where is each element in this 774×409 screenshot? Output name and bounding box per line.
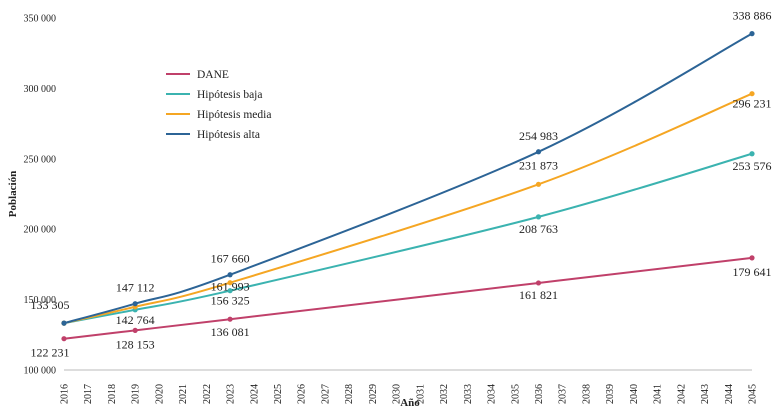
data-point bbox=[749, 91, 755, 97]
data-point bbox=[749, 255, 755, 261]
data-point bbox=[132, 301, 138, 307]
x-tick-label: 2030 bbox=[392, 384, 403, 404]
x-tick-label: 2040 bbox=[629, 384, 640, 404]
x-tick-label: 2022 bbox=[202, 384, 213, 404]
x-tick-label: 2038 bbox=[581, 384, 592, 404]
data-label: 179 641 bbox=[733, 265, 772, 279]
y-tick-label: 300 000 bbox=[24, 84, 57, 95]
x-tick-label: 2035 bbox=[510, 384, 521, 404]
series-line bbox=[63, 32, 753, 325]
x-tick-label: 2036 bbox=[534, 384, 545, 404]
x-tick-label: 2045 bbox=[748, 384, 759, 404]
y-tick-label: 250 000 bbox=[24, 154, 57, 165]
data-point bbox=[227, 288, 233, 294]
y-tick-label: 150 000 bbox=[24, 295, 57, 306]
data-label: 122 231 bbox=[31, 346, 70, 360]
data-label: 254 983 bbox=[519, 129, 558, 143]
x-tick-label: 2031 bbox=[415, 384, 426, 404]
data-point bbox=[227, 316, 233, 322]
x-tick-label: 2016 bbox=[60, 384, 71, 404]
x-tick-label: 2039 bbox=[605, 384, 616, 404]
x-tick-label: 2044 bbox=[724, 384, 735, 404]
data-point bbox=[61, 336, 67, 342]
legend: DANE Hipótesis baja Hipótesis media Hipótes… bbox=[166, 69, 271, 141]
data-label: 208 763 bbox=[519, 222, 558, 236]
x-tick-label: 2043 bbox=[700, 384, 711, 404]
x-tick-label: 2023 bbox=[226, 384, 237, 404]
legend-label: Hipótesis baja bbox=[197, 89, 262, 101]
data-point bbox=[535, 214, 542, 220]
data-labels: 122 231 128 153 136 081 161 821 179 641 133 3… bbox=[31, 9, 772, 360]
series-line bbox=[63, 256, 753, 340]
data-label: 161 821 bbox=[519, 288, 558, 302]
data-label: 128 153 bbox=[116, 337, 155, 351]
data-label: 167 660 bbox=[211, 252, 250, 266]
x-tick-label: 2021 bbox=[178, 384, 189, 404]
data-label: 136 081 bbox=[211, 325, 250, 339]
y-tick-label: 200 000 bbox=[24, 225, 57, 236]
x-tick-label: 2029 bbox=[368, 384, 379, 404]
y-axis-title: Población bbox=[7, 171, 19, 217]
data-label: 142 764 bbox=[116, 313, 155, 327]
data-label: 253 576 bbox=[733, 159, 772, 173]
data-point bbox=[227, 280, 233, 286]
x-tick-label: 2037 bbox=[558, 384, 569, 404]
x-tick-label: 2027 bbox=[320, 384, 331, 404]
y-tick-label: 100 000 bbox=[24, 366, 57, 377]
x-tick-label: 2034 bbox=[487, 384, 498, 404]
legend-label: Hipótesis alta bbox=[197, 129, 260, 141]
x-axis-ticks: 2016 2017 2018 2019 2020 2021 2022 2023 2024 2025… bbox=[60, 384, 759, 404]
x-tick-label: 2025 bbox=[273, 384, 284, 404]
x-tick-label: 2026 bbox=[297, 384, 308, 404]
x-axis-title: Año bbox=[400, 397, 420, 409]
data-label: 231 873 bbox=[519, 158, 558, 172]
data-label: 161 993 bbox=[211, 280, 250, 294]
x-tick-label: 2041 bbox=[653, 384, 664, 404]
data-label: 338 886 bbox=[733, 9, 772, 23]
data-point bbox=[61, 320, 67, 326]
series-line bbox=[63, 92, 753, 325]
legend-label: DANE bbox=[197, 69, 229, 81]
data-label: 156 325 bbox=[211, 294, 250, 308]
legend-label: Hipótesis media bbox=[197, 109, 271, 121]
x-tick-label: 2019 bbox=[131, 384, 142, 404]
data-point bbox=[535, 280, 542, 286]
x-tick-label: 2032 bbox=[439, 384, 450, 404]
x-tick-label: 2018 bbox=[107, 384, 118, 404]
data-label: 147 112 bbox=[116, 281, 155, 295]
data-point bbox=[132, 327, 138, 333]
x-tick-label: 2024 bbox=[249, 384, 260, 404]
x-tick-label: 2020 bbox=[154, 384, 165, 404]
y-tick-label: 350 000 bbox=[24, 14, 57, 25]
data-label: 133 305 bbox=[31, 298, 70, 312]
y-axis-ticks: 100 000 150 000 200 000 250 000 300 000 350 0… bbox=[24, 14, 57, 377]
data-point bbox=[749, 151, 755, 157]
data-point bbox=[749, 31, 755, 37]
x-tick-label: 2042 bbox=[676, 384, 687, 404]
x-tick-label: 2033 bbox=[463, 384, 474, 404]
data-point bbox=[535, 181, 542, 187]
x-tick-label: 2017 bbox=[83, 384, 94, 404]
data-point bbox=[535, 149, 542, 155]
data-label: 296 231 bbox=[733, 97, 772, 111]
series-layer bbox=[61, 31, 755, 342]
data-point bbox=[227, 272, 233, 278]
x-tick-label: 2028 bbox=[344, 384, 355, 404]
